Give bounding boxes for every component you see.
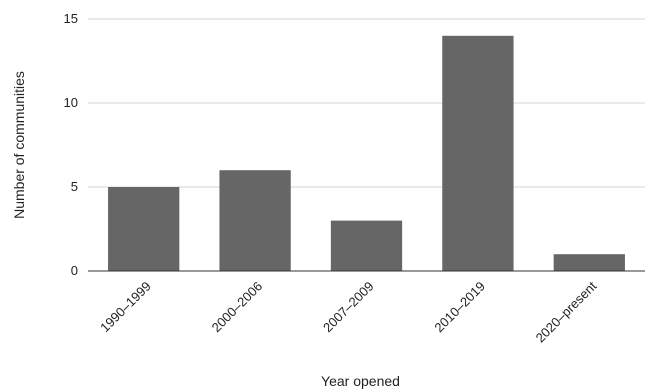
- bar: [219, 170, 291, 271]
- x-tick-label: 1990–1999: [97, 279, 154, 336]
- gridlines: [88, 18, 645, 188]
- y-tick-label: 5: [71, 179, 78, 194]
- x-tick-label: 2007–2009: [320, 279, 377, 336]
- y-tick-label: 10: [64, 95, 78, 110]
- bar: [330, 220, 403, 271]
- x-tick-label: 2000–2006: [209, 279, 266, 336]
- y-axis-ticks: 0 5 10 15: [64, 11, 78, 278]
- bar: [442, 35, 514, 271]
- y-axis-title: Number of communities: [11, 71, 27, 219]
- x-tick-label: 2010–2019: [431, 279, 488, 336]
- x-axis-ticks: 1990–1999 2000–2006 2007–2009 2010–2019 2020…: [97, 278, 599, 345]
- bar: [108, 187, 180, 271]
- x-tick-label: 2020–present: [533, 278, 600, 345]
- bar: [553, 254, 625, 271]
- y-tick-label: 0: [71, 263, 78, 278]
- y-tick-label: 15: [64, 11, 78, 26]
- bars: [108, 35, 625, 271]
- x-axis-title: Year opened: [321, 373, 400, 389]
